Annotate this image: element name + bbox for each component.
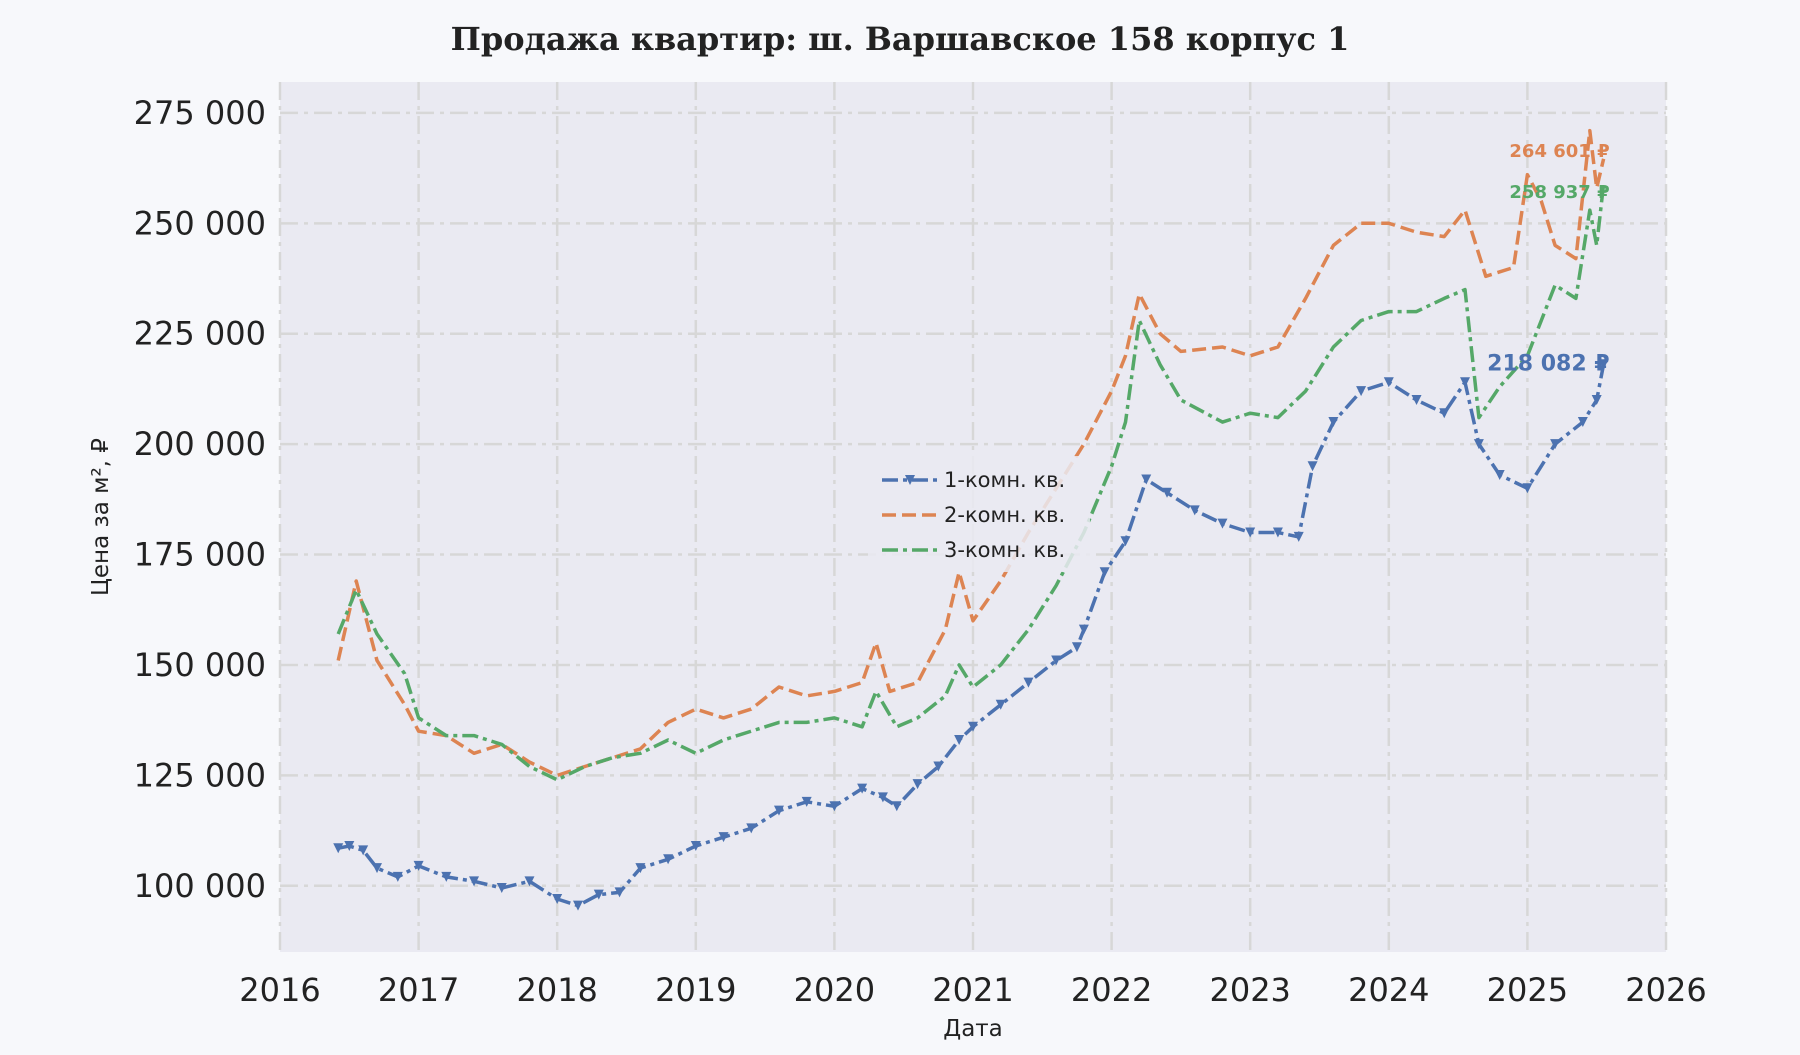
- data-point-marker: [1473, 439, 1484, 450]
- data-point-marker: [1293, 531, 1304, 542]
- series-end-label: 258 937 ₽: [1509, 182, 1609, 203]
- x-tick-label: 2022: [1071, 971, 1152, 1009]
- chart-title: Продажа квартир: ш. Варшавское 158 корпу…: [451, 20, 1350, 58]
- x-tick-label: 2019: [655, 971, 736, 1009]
- data-point-marker: [441, 871, 452, 882]
- end-labels: 218 082 ₽ 264 601 ₽ 258 937 ₽: [1487, 141, 1609, 376]
- x-tick-label: 2023: [1209, 971, 1290, 1009]
- data-point-marker: [801, 796, 812, 807]
- x-tick-label: 2018: [516, 971, 597, 1009]
- x-tick-label: 2024: [1348, 971, 1429, 1009]
- data-point-marker: [333, 843, 344, 854]
- data-point-marker: [552, 894, 563, 905]
- data-point-marker: [593, 889, 604, 900]
- data-point-marker: [1591, 394, 1602, 405]
- data-point-marker: [1272, 527, 1283, 538]
- data-point-marker: [1217, 518, 1228, 529]
- data-point-marker: [614, 887, 625, 898]
- data-point-marker: [1577, 417, 1588, 428]
- data-point-marker: [1120, 536, 1131, 547]
- data-point-marker: [1071, 642, 1082, 653]
- data-point-marker: [829, 801, 840, 812]
- data-point-marker: [857, 783, 868, 794]
- data-point-marker: [1051, 655, 1062, 666]
- data-point-marker: [746, 823, 757, 834]
- data-point-marker: [912, 779, 923, 790]
- data-point-marker: [877, 792, 888, 803]
- data-point-marker: [372, 863, 383, 874]
- data-point-marker: [1141, 474, 1152, 485]
- x-axis-label: Дата: [943, 1016, 1003, 1042]
- data-point-marker: [995, 699, 1006, 710]
- data-point-marker: [1411, 394, 1422, 405]
- data-point-marker: [1356, 386, 1367, 397]
- data-point-marker: [891, 801, 902, 812]
- y-tick-label: 150 000: [134, 646, 266, 684]
- data-point-marker: [1328, 417, 1339, 428]
- x-tick-labels: 2016 2017 2018 2019 2020 2021 2022 2023 2024 2025…: [239, 971, 1706, 1009]
- x-tick-label: 2020: [794, 971, 875, 1009]
- x-tick-label: 2017: [378, 971, 459, 1009]
- data-point-marker: [1598, 359, 1609, 370]
- y-tick-label: 225 000: [134, 315, 266, 353]
- data-point-marker: [572, 900, 583, 911]
- data-point-marker: [954, 735, 965, 746]
- y-tick-label: 275 000: [134, 94, 266, 132]
- x-tick-label: 2016: [239, 971, 320, 1009]
- legend-marker: [905, 475, 915, 485]
- data-point-marker: [690, 841, 701, 852]
- data-point-marker: [1189, 505, 1200, 516]
- data-point-marker: [1383, 377, 1394, 388]
- data-point-marker: [1460, 377, 1471, 388]
- x-grid-lines: [278, 82, 1668, 952]
- series-1: [333, 359, 1609, 911]
- data-point-marker: [1522, 483, 1533, 494]
- x-tick-label: 2021: [932, 971, 1013, 1009]
- data-point-marker: [358, 845, 369, 856]
- x-tick-label: 2025: [1487, 971, 1568, 1009]
- series-3: [336, 183, 1606, 782]
- y-tick-label: 250 000: [134, 204, 266, 242]
- data-point-marker: [718, 832, 729, 843]
- data-point-marker: [496, 882, 507, 893]
- legend-label: 1-комн. кв.: [944, 468, 1065, 492]
- data-point-marker: [344, 841, 355, 852]
- legend-label: 2-комн. кв.: [944, 503, 1065, 527]
- series-end-label: 264 601 ₽: [1509, 141, 1609, 162]
- y-tick-label: 100 000: [134, 867, 266, 905]
- data-point-marker: [524, 876, 535, 887]
- data-point-marker: [1099, 567, 1110, 578]
- data-point-marker: [663, 854, 674, 865]
- data-point-marker: [1550, 439, 1561, 450]
- data-point-marker: [392, 871, 403, 882]
- y-tick-labels: 100 000 125 000 150 000 175 000 200 000 225 0…: [134, 94, 266, 905]
- series-end-label: 218 082 ₽: [1487, 351, 1609, 376]
- data-point-marker: [933, 761, 944, 772]
- data-point-marker: [1494, 470, 1505, 481]
- series-line: [336, 183, 1606, 782]
- legend-label: 3-комн. кв.: [944, 538, 1065, 562]
- data-point-marker: [469, 876, 480, 887]
- y-tick-label: 175 000: [134, 536, 266, 574]
- y-axis-label: Цена за м², ₽: [88, 438, 114, 596]
- x-tick-label: 2026: [1625, 971, 1706, 1009]
- data-point-marker: [773, 805, 784, 816]
- data-point-marker: [635, 863, 646, 874]
- series-layer: [333, 128, 1609, 911]
- legend: 1-комн. кв. 2-комн. кв. 3-комн. кв.: [868, 456, 1090, 572]
- data-point-marker: [1439, 408, 1450, 419]
- data-point-marker: [1023, 677, 1034, 688]
- y-tick-label: 200 000: [134, 425, 266, 463]
- data-point-marker: [413, 860, 424, 871]
- data-point-marker: [1307, 461, 1318, 472]
- data-point-marker: [968, 721, 978, 732]
- data-point-marker: [1245, 527, 1256, 538]
- data-point-marker: [1162, 487, 1173, 498]
- data-point-marker: [1078, 624, 1089, 635]
- y-tick-label: 125 000: [134, 756, 266, 794]
